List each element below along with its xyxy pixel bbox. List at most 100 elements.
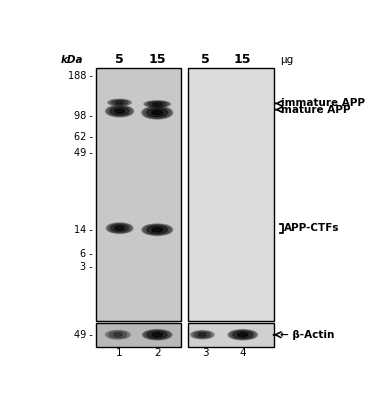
Ellipse shape	[231, 331, 254, 338]
Ellipse shape	[106, 223, 133, 234]
Ellipse shape	[144, 330, 171, 340]
Text: mature APP: mature APP	[281, 105, 350, 115]
Ellipse shape	[143, 224, 171, 235]
Ellipse shape	[142, 224, 173, 236]
Ellipse shape	[142, 330, 172, 340]
Bar	[96, 323, 181, 347]
Ellipse shape	[152, 103, 162, 105]
Ellipse shape	[152, 228, 163, 232]
Ellipse shape	[145, 226, 169, 234]
Ellipse shape	[152, 333, 162, 336]
Ellipse shape	[114, 109, 125, 113]
Ellipse shape	[142, 106, 172, 119]
Bar	[96, 68, 181, 320]
Ellipse shape	[106, 106, 132, 116]
Ellipse shape	[152, 110, 163, 115]
Ellipse shape	[145, 108, 169, 117]
Ellipse shape	[144, 107, 171, 118]
Ellipse shape	[111, 225, 128, 232]
Ellipse shape	[107, 223, 132, 233]
Text: 15: 15	[234, 53, 252, 66]
Ellipse shape	[233, 331, 252, 338]
Ellipse shape	[144, 101, 171, 108]
Ellipse shape	[145, 108, 170, 118]
Text: immature APP: immature APP	[281, 98, 365, 108]
Ellipse shape	[228, 330, 258, 340]
Ellipse shape	[147, 108, 167, 117]
Ellipse shape	[108, 224, 131, 233]
Ellipse shape	[108, 106, 131, 116]
Ellipse shape	[146, 101, 169, 107]
Ellipse shape	[146, 102, 168, 106]
Ellipse shape	[145, 331, 169, 339]
Ellipse shape	[148, 102, 166, 106]
Text: 1: 1	[116, 348, 123, 358]
Ellipse shape	[143, 107, 171, 118]
Ellipse shape	[144, 101, 170, 107]
Ellipse shape	[108, 224, 131, 232]
Text: 2: 2	[154, 348, 160, 358]
Ellipse shape	[108, 99, 131, 106]
Ellipse shape	[144, 330, 170, 339]
Ellipse shape	[115, 226, 124, 230]
Text: APP-CTFs: APP-CTFs	[284, 223, 340, 233]
Ellipse shape	[108, 107, 131, 116]
Ellipse shape	[194, 332, 210, 338]
Text: 3: 3	[202, 348, 208, 358]
Ellipse shape	[145, 101, 170, 107]
Text: 5: 5	[201, 53, 209, 66]
Ellipse shape	[107, 223, 132, 233]
Text: 98 -: 98 -	[74, 111, 93, 121]
Ellipse shape	[192, 331, 212, 338]
Ellipse shape	[198, 333, 206, 336]
Ellipse shape	[230, 330, 256, 339]
Ellipse shape	[109, 100, 131, 106]
Text: ← β-Actin: ← β-Actin	[280, 330, 335, 340]
Ellipse shape	[145, 225, 170, 234]
Ellipse shape	[190, 330, 215, 339]
Ellipse shape	[109, 107, 130, 115]
Text: 5: 5	[115, 53, 124, 66]
Bar	[188, 68, 273, 320]
Ellipse shape	[107, 99, 132, 106]
Text: 188 -: 188 -	[68, 71, 93, 81]
Ellipse shape	[115, 101, 124, 104]
Ellipse shape	[105, 105, 134, 117]
Ellipse shape	[106, 330, 130, 339]
Ellipse shape	[145, 330, 170, 339]
Text: kDa: kDa	[60, 55, 83, 65]
Ellipse shape	[109, 224, 130, 232]
Ellipse shape	[107, 331, 129, 339]
Text: 49 -: 49 -	[74, 330, 93, 340]
Ellipse shape	[107, 106, 132, 116]
Text: 4: 4	[240, 348, 246, 358]
Ellipse shape	[146, 331, 169, 338]
Ellipse shape	[106, 106, 133, 117]
Ellipse shape	[231, 331, 255, 339]
Ellipse shape	[112, 100, 127, 105]
Text: 6 -: 6 -	[80, 249, 93, 259]
Bar	[188, 323, 273, 347]
Ellipse shape	[148, 331, 167, 338]
Ellipse shape	[105, 330, 131, 339]
Text: 49 -: 49 -	[74, 148, 93, 158]
Ellipse shape	[191, 331, 213, 339]
Ellipse shape	[147, 226, 167, 234]
Ellipse shape	[109, 100, 130, 105]
Ellipse shape	[192, 331, 213, 338]
Ellipse shape	[238, 333, 248, 336]
Ellipse shape	[113, 333, 123, 336]
Ellipse shape	[109, 224, 130, 232]
Ellipse shape	[142, 224, 172, 235]
Ellipse shape	[191, 331, 214, 339]
Text: 3 -: 3 -	[80, 262, 93, 272]
Ellipse shape	[229, 330, 256, 340]
Ellipse shape	[106, 330, 130, 339]
Text: 62 -: 62 -	[74, 132, 93, 142]
Ellipse shape	[143, 330, 171, 340]
Text: µg: µg	[280, 55, 293, 65]
Ellipse shape	[230, 330, 255, 339]
Ellipse shape	[144, 108, 170, 118]
Ellipse shape	[110, 107, 129, 115]
Text: 15: 15	[148, 53, 166, 66]
